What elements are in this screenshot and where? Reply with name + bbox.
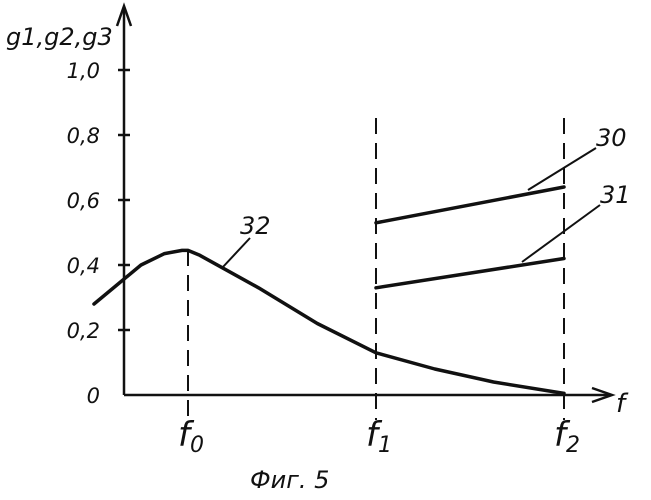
x-tick-label: f2	[554, 415, 580, 458]
y-tick-label: 0	[87, 384, 100, 408]
series-line-30	[376, 187, 564, 223]
series-label-31: 31	[600, 181, 631, 209]
series-leader-lines: 32 30 31	[222, 124, 631, 268]
series-label-30: 30	[596, 124, 627, 152]
x-axis-label: f	[616, 389, 629, 419]
series-label-32: 32	[240, 212, 271, 240]
y-tick-label: 0,2	[67, 319, 100, 343]
y-axis-label: g1,g2,g3	[6, 23, 113, 51]
y-tick-label: 0,4	[67, 254, 100, 278]
leader-line-31	[522, 205, 600, 262]
figure-caption: Фиг. 5	[250, 466, 329, 494]
leader-line-30	[528, 148, 596, 190]
x-ticks: f0 f1 f2	[178, 415, 580, 458]
axes	[117, 6, 612, 402]
x-tick-label: f1	[366, 415, 392, 458]
series-lines	[94, 187, 564, 393]
leader-line-32	[222, 238, 250, 268]
y-ticks: 0 0,2 0,4 0,6 0,8 1,0	[67, 59, 130, 408]
y-tick-label: 1,0	[67, 59, 100, 83]
y-tick-label: 0,8	[67, 124, 100, 148]
series-line-31	[376, 259, 564, 288]
x-tick-label: f0	[178, 415, 204, 458]
series-line-32	[94, 250, 564, 393]
y-tick-label: 0,6	[67, 189, 100, 213]
